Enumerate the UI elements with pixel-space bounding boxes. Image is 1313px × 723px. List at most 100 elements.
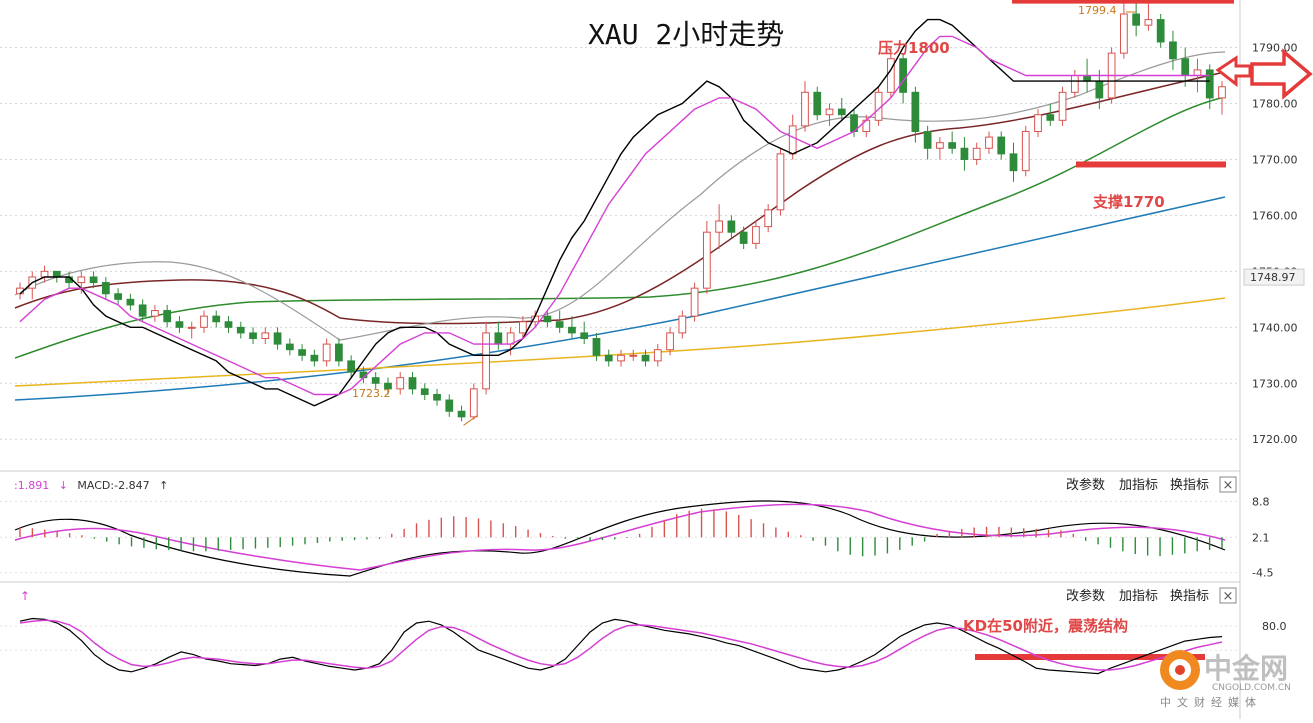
candle-up: [752, 226, 760, 244]
candle-down: [1083, 75, 1091, 82]
ma30-line: [14, 71, 1226, 325]
candle-up: [715, 220, 723, 233]
candle-down: [212, 315, 221, 323]
kd-y-tick-label: 80.0: [1262, 620, 1287, 633]
low-price-label: 1723.2: [352, 387, 391, 400]
macd-y-tick-label: 2.1: [1252, 531, 1270, 544]
kd-add-indicator-button[interactable]: 加指标: [1119, 589, 1158, 604]
macd-y-tick-label: 8.8: [1252, 495, 1270, 508]
macd-down-arrow-icon: ↓: [59, 479, 68, 492]
candle-up: [702, 231, 711, 289]
resistance-level-line: [1012, 0, 1234, 4]
candle-up: [690, 287, 699, 317]
candle-down: [1132, 13, 1141, 26]
kd-switch-indicator-button[interactable]: 换指标: [1170, 589, 1209, 604]
last-price-label: 1748.97: [1250, 271, 1296, 284]
macd-value: MACD:-2.847: [77, 479, 149, 492]
candle-up: [1058, 91, 1067, 121]
kd-close-button[interactable]: [1219, 587, 1237, 604]
moving-averages-short: [19, 18, 1210, 407]
high-price-label: 1799.4: [1078, 4, 1117, 17]
level-lines: [975, 0, 1234, 660]
ma10-line: [19, 35, 1210, 396]
candle-up: [187, 326, 196, 329]
candle-down: [813, 91, 822, 116]
support-label: 支撑1770: [1092, 193, 1165, 211]
candle-down: [837, 108, 846, 116]
macd-header: :1.891 ↓ MACD:-2.847 ↑: [14, 479, 168, 492]
macd-change-params-button[interactable]: 改参数: [1066, 477, 1105, 493]
candle-down: [911, 91, 920, 132]
candle-down: [739, 231, 748, 244]
arrow-right-icon: [1250, 48, 1313, 100]
candle-down: [310, 354, 319, 362]
kd-level-line: [975, 654, 1205, 660]
candle-up: [482, 332, 490, 390]
candle-down: [138, 304, 147, 317]
y-tick-label: 1780.00: [1252, 98, 1298, 111]
candle-up: [1021, 130, 1030, 172]
kd-note: KD在50附近，震荡结构: [963, 617, 1128, 635]
candle-down: [457, 410, 466, 418]
candle-down: [1181, 58, 1190, 77]
candle-down: [433, 393, 441, 401]
candlesticks: [16, 0, 1226, 422]
macd-panel: [14, 500, 1226, 577]
candle-up: [261, 332, 270, 340]
candle-up: [1218, 86, 1226, 99]
ma60-line: [14, 96, 1226, 359]
kd-panel: [19, 617, 1223, 675]
candle-down: [101, 282, 110, 295]
candle-down: [494, 332, 503, 345]
candle-down: [52, 270, 61, 278]
candle-up: [1034, 114, 1042, 132]
candle-up: [678, 315, 687, 334]
candle-up: [666, 332, 674, 351]
candle-down: [1205, 69, 1214, 99]
candle-down: [445, 399, 454, 412]
candle-up: [801, 91, 809, 127]
macd-close-button[interactable]: [1219, 476, 1237, 493]
macd-switch-indicator-button[interactable]: 换指标: [1170, 478, 1209, 493]
candle-up: [825, 108, 834, 116]
kd-up-arrow-icon: ↑: [20, 589, 30, 603]
candle-down: [568, 326, 576, 334]
candle-down: [371, 377, 380, 384]
candle-down: [285, 343, 294, 351]
macd-add-indicator-button[interactable]: 加指标: [1119, 478, 1158, 493]
candle-down: [114, 293, 122, 300]
macd-left-value: :1.891: [14, 479, 49, 492]
candle-up: [151, 310, 159, 317]
candle-up: [1070, 75, 1079, 93]
candle-down: [175, 321, 184, 328]
watermark-tagline: 中文财经媒体: [1160, 695, 1262, 709]
kd-d-line: [19, 619, 1223, 671]
watermark-domain: CNGOLD.COM.CN: [1212, 683, 1291, 693]
candle-down: [923, 130, 932, 149]
y-tick-label: 1790.00: [1252, 42, 1298, 55]
candle-down: [1169, 41, 1177, 60]
candle-up: [519, 321, 527, 334]
candle-up: [764, 209, 773, 228]
candle-down: [335, 343, 343, 362]
watermark-name: 中金网: [1204, 652, 1288, 685]
watermark: 中金网 CNGOLD.COM.CN 中文财经媒体: [1160, 650, 1291, 709]
kd-k-line: [19, 617, 1223, 675]
candle-up: [77, 276, 86, 284]
candle-down: [592, 338, 601, 356]
candle-down: [126, 298, 135, 306]
candle-down: [1156, 19, 1165, 43]
candle-up: [936, 142, 944, 149]
candle-up: [396, 377, 405, 390]
candle-down: [1095, 80, 1104, 99]
price-axis: 1790.001780.001770.001760.001750.001740.…: [1243, 42, 1305, 633]
candle-down: [580, 332, 589, 340]
candle-down: [641, 354, 650, 362]
resistance-label: 压力1800: [878, 39, 950, 57]
candle-down: [960, 147, 969, 160]
kd-change-params-button[interactable]: 改参数: [1066, 588, 1105, 604]
last-price-box: [1243, 268, 1305, 286]
low-pointer: [463, 414, 478, 426]
